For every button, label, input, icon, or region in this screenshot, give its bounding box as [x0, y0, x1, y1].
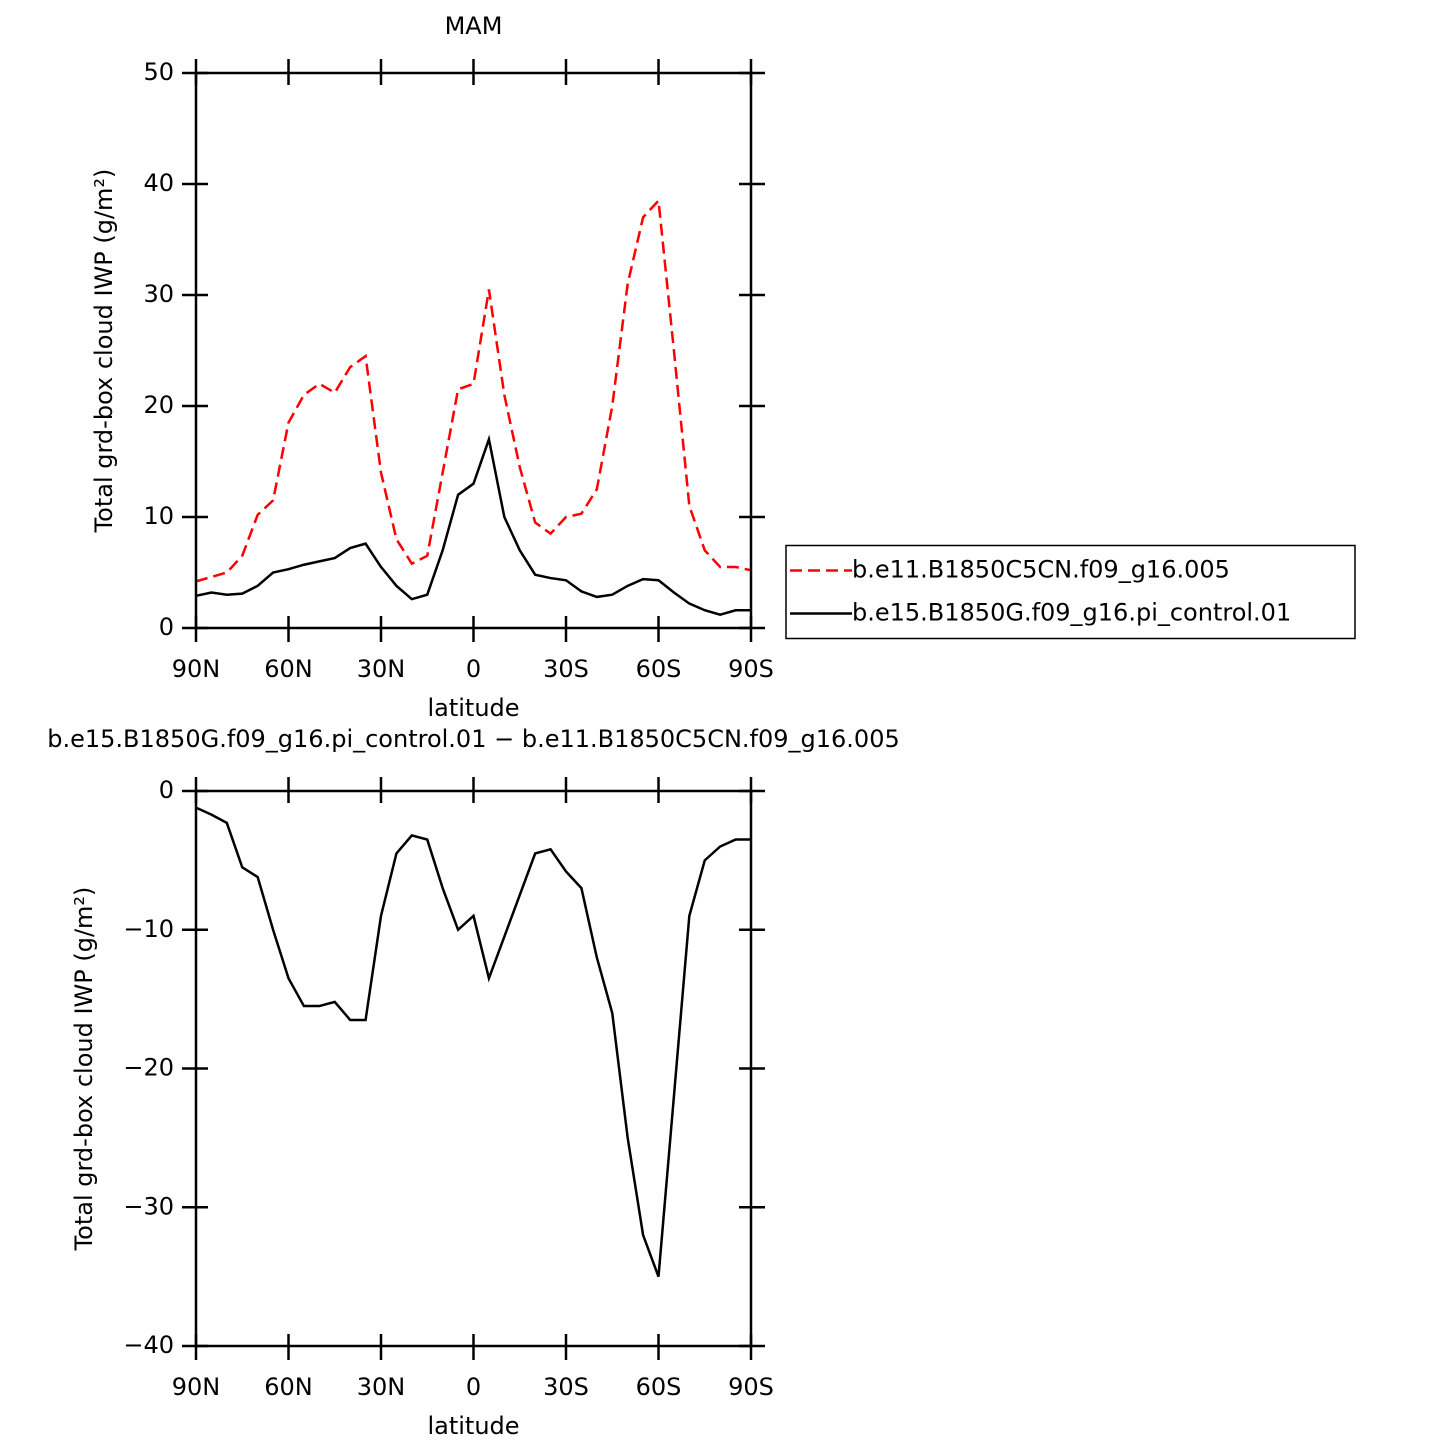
legend-label: b.e15.B1850G.f09_g16.pi_control.01 — [852, 599, 1291, 627]
x-tick-label: 90N — [172, 655, 221, 683]
x-axis-label: latitude — [427, 694, 519, 722]
y-tick-label: 0 — [159, 613, 174, 641]
y-tick-label: −40 — [123, 1331, 174, 1359]
y-tick-label: 30 — [143, 280, 174, 308]
legend-label: b.e11.B1850C5CN.f09_g16.005 — [852, 556, 1230, 584]
x-tick-label: 0 — [466, 655, 481, 683]
y-axis-label: Total grd-box cloud IWP (g/m²) — [90, 169, 118, 534]
x-tick-label: 90N — [172, 1373, 221, 1401]
y-tick-label: −30 — [123, 1192, 174, 1220]
x-tick-label: 60S — [636, 655, 682, 683]
x-tick-label: 60N — [264, 655, 313, 683]
legend-box — [785, 544, 1356, 640]
data-line — [195, 806, 751, 1278]
y-tick-label: 0 — [159, 776, 174, 804]
x-tick-label: 30S — [543, 655, 589, 683]
data-line — [195, 434, 751, 616]
plot-frame — [194, 789, 753, 1348]
x-tick-label: 90S — [728, 1373, 774, 1401]
x-tick-label: 30N — [357, 655, 406, 683]
x-tick-label: 0 — [466, 1373, 481, 1401]
x-axis-label: latitude — [427, 1412, 519, 1440]
x-tick-label: 60N — [264, 1373, 313, 1401]
legend: b.e11.B1850C5CN.f09_g16.005 b.e15.B1850G.… — [785, 544, 1356, 640]
x-tick-label: 30S — [543, 1373, 589, 1401]
y-tick-label: −10 — [123, 915, 174, 943]
x-tick-label: 60S — [636, 1373, 682, 1401]
y-tick-label: 20 — [143, 391, 174, 419]
y-tick-label: 40 — [143, 169, 174, 197]
chart-title: MAM — [445, 12, 503, 40]
data-line — [195, 197, 752, 583]
y-tick-label: 10 — [143, 502, 174, 530]
chart-title: b.e15.B1850G.f09_g16.pi_control.01 − b.e… — [47, 725, 900, 753]
x-tick-label: 30N — [357, 1373, 406, 1401]
y-axis-label: Total grd-box cloud IWP (g/m²) — [70, 887, 98, 1252]
plot-frame — [194, 71, 753, 630]
x-tick-label: 90S — [728, 655, 774, 683]
y-tick-label: 50 — [143, 58, 174, 86]
y-tick-label: −20 — [123, 1054, 174, 1082]
